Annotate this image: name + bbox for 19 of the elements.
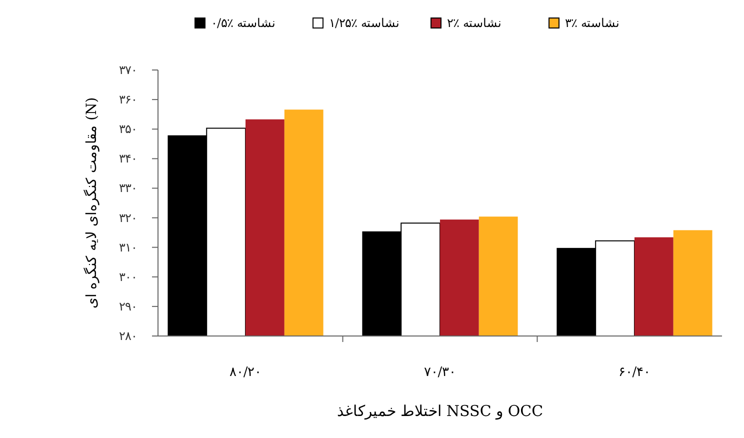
y-tick-label: ۳۱۰ xyxy=(119,240,137,254)
y-tick-label: ۲۸۰ xyxy=(119,329,137,343)
y-axis-title: مقاومت کنگره‌ای لایه کنگره ای (N) xyxy=(83,97,100,309)
y-tick-label: ۳۳۰ xyxy=(119,181,137,196)
y-tick-label: ۲۹۰ xyxy=(119,299,137,314)
legend-label: ۳٪ نشاسته xyxy=(565,16,619,30)
y-tick-label: ۳۰۰ xyxy=(119,270,137,284)
y-tick-label: ۳۷۰ xyxy=(119,63,137,77)
x-tick-label: ۸۰/۲۰ xyxy=(229,365,262,380)
legend-label: ۰/۵٪ نشاسته xyxy=(211,16,275,30)
y-tick-label: ۳۲۰ xyxy=(119,210,137,225)
x-tick-label: ۶۰/۴۰ xyxy=(618,365,651,380)
y-tick-label: ۳۴۰ xyxy=(119,152,137,166)
x-tick-label: ۷۰/۳۰ xyxy=(424,365,456,380)
x-axis-title: اختلاط خمیرکاغذ NSSC و OCC xyxy=(336,402,544,420)
y-tick-label: ۳۵۰ xyxy=(119,122,137,136)
legend-label: ۱/۲۵٪ نشاسته xyxy=(329,16,399,30)
legend-label: ۲٪ نشاسته xyxy=(447,16,501,30)
y-tick-label: ۳۶۰ xyxy=(119,92,137,107)
